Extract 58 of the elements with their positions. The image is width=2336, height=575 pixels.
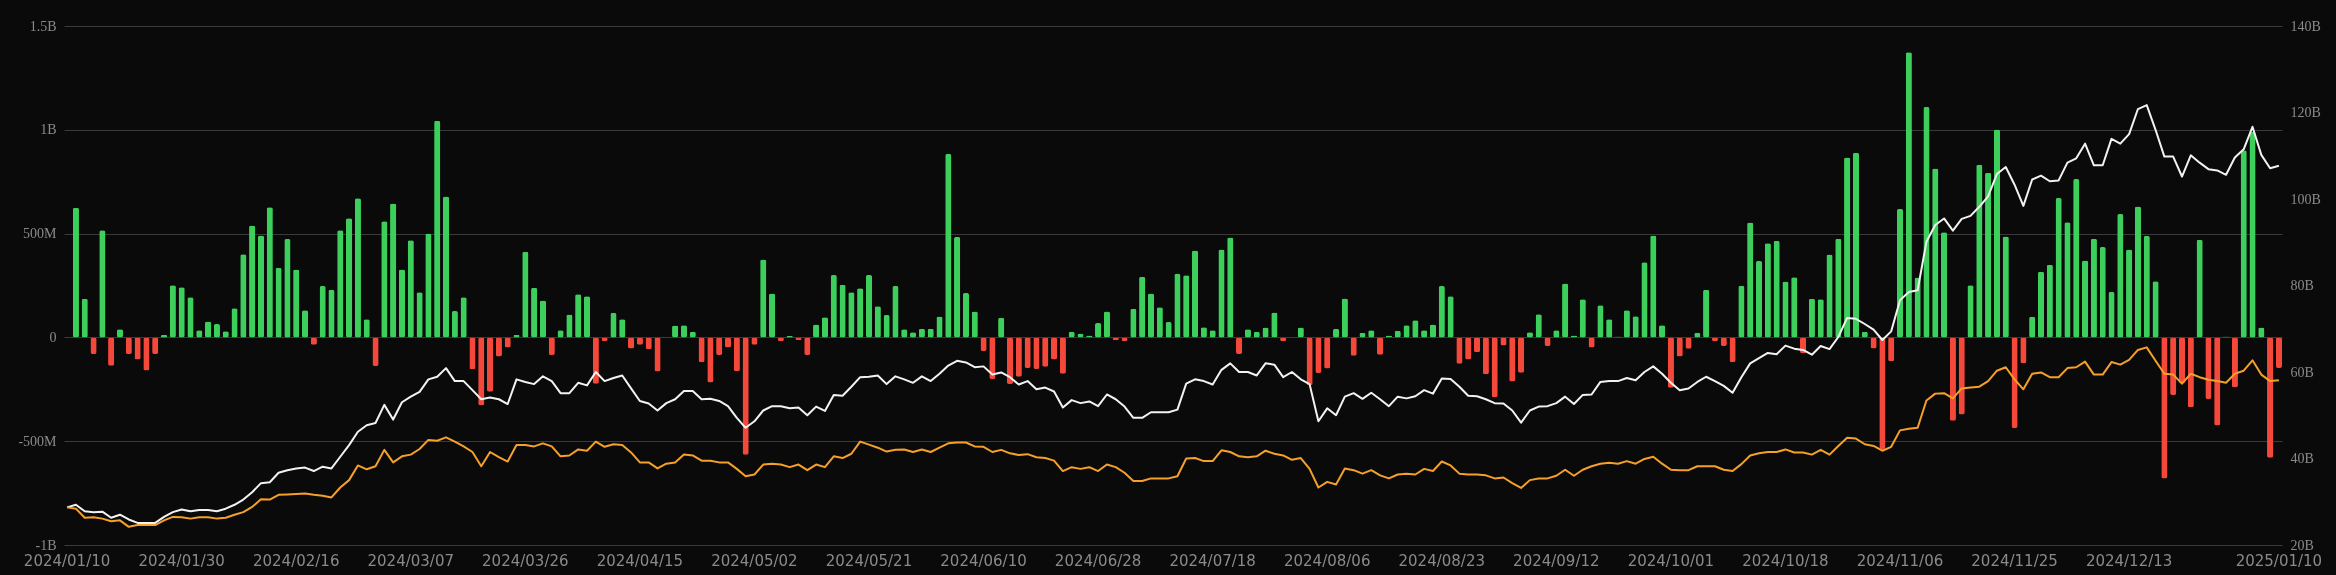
bar bbox=[2081, 260, 2089, 338]
x-tick-label: 2024/06/10 bbox=[940, 551, 1027, 570]
bar bbox=[1755, 261, 1763, 338]
x-tick-label: 2024/11/25 bbox=[1971, 551, 2058, 570]
y2-tick-label: 20B bbox=[2290, 537, 2314, 553]
bar bbox=[486, 337, 494, 392]
bar bbox=[583, 296, 591, 338]
y-tick-label: 1B bbox=[40, 122, 57, 138]
bar bbox=[865, 275, 873, 338]
bar bbox=[2134, 206, 2142, 338]
x-tick-label: 2024/01/10 bbox=[23, 551, 111, 570]
y2-tick-label: 40B bbox=[2290, 451, 2314, 466]
bar bbox=[345, 218, 353, 338]
x-tick-label: 2024/09/12 bbox=[1513, 551, 1600, 570]
line-series bbox=[66, 104, 2280, 524]
line-series bbox=[66, 346, 2280, 528]
x-tick-label: 2024/11/06 bbox=[1856, 551, 1944, 570]
bar bbox=[539, 300, 547, 338]
x-tick-label: 2024/01/30 bbox=[138, 551, 225, 570]
bar bbox=[1147, 293, 1155, 338]
bar bbox=[2037, 271, 2045, 338]
x-tick-label: 2024/06/28 bbox=[1054, 551, 1142, 570]
y2-tick-label: 120B bbox=[2290, 105, 2321, 120]
y2-tick-label: 80B bbox=[2290, 278, 2314, 293]
x-tick-label: 2024/05/02 bbox=[711, 551, 798, 570]
bar bbox=[1940, 232, 1948, 338]
y2-tick-label: 140B bbox=[2290, 18, 2321, 34]
bar bbox=[301, 310, 309, 338]
bar bbox=[1852, 152, 1860, 338]
bar bbox=[1191, 250, 1199, 338]
bar bbox=[2275, 337, 2282, 368]
x-tick-label: 2024/02/16 bbox=[252, 551, 340, 570]
x-tick-label: 2024/07/18 bbox=[1169, 551, 1256, 570]
y-tick-label: -1B bbox=[35, 537, 57, 553]
bar bbox=[398, 269, 406, 338]
x-tick-label: 2024/08/23 bbox=[1398, 551, 1485, 570]
bar bbox=[768, 293, 776, 338]
y-tick-label: 0 bbox=[49, 329, 57, 345]
x-tick-label: 2024/05/21 bbox=[825, 551, 913, 570]
x-tick-label: 2024/03/26 bbox=[482, 551, 569, 570]
x-tick-label: 2024/10/18 bbox=[1742, 551, 1829, 570]
x-tick-label: 2024/12/13 bbox=[2085, 551, 2173, 570]
x-tick-label: 2024/10/01 bbox=[1627, 551, 1715, 570]
y-tick-label: -500M bbox=[18, 433, 58, 449]
bar bbox=[257, 235, 265, 338]
bar bbox=[442, 196, 450, 338]
y2-tick-label: 100B bbox=[2290, 191, 2321, 207]
y-tick-label: 1.5B bbox=[29, 18, 57, 34]
x-tick-label: 2025/01/10 bbox=[2235, 551, 2323, 570]
bar bbox=[962, 292, 969, 338]
bar bbox=[1517, 337, 1525, 373]
bar bbox=[1993, 129, 2001, 338]
bar bbox=[1896, 209, 1904, 338]
x-tick-label: 2024/03/07 bbox=[367, 551, 454, 570]
x-tick-label: 2024/08/06 bbox=[1283, 551, 1371, 570]
y2-tick-label: 60B bbox=[2290, 364, 2314, 380]
x-tick-label: 2024/04/15 bbox=[596, 551, 684, 570]
y-tick-label: 500M bbox=[23, 226, 58, 242]
